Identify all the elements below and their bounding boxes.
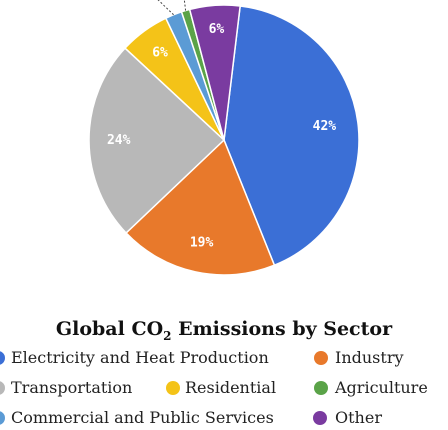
pie-slice-transportation (88, 47, 226, 235)
pie-label-other: 6% (209, 22, 225, 37)
pie-label-industry: 19% (190, 235, 214, 250)
legend-swatch (0, 351, 5, 365)
pie-leader-commercial (157, 0, 174, 16)
legend-swatch (0, 381, 5, 395)
pie-slice-electricity (223, 5, 360, 267)
legend-label: Transportation (11, 378, 133, 397)
legend-label: Residential (185, 378, 277, 397)
legend-swatch (166, 381, 180, 395)
pie-slice-industry (125, 138, 276, 276)
legend-swatch (314, 381, 328, 395)
pie-label-electricity: 42% (313, 119, 337, 134)
legend-label: Electricity and Heat Production (11, 348, 269, 367)
pie-label-transportation: 24% (107, 133, 131, 148)
legend-swatch (313, 411, 327, 425)
legend-label: Other (335, 408, 382, 427)
pie-chart-svg: 42%19%24%6%2%1%6% (88, 0, 360, 276)
legend-label: Commercial and Public Services (11, 408, 274, 427)
legend-swatch (314, 351, 328, 365)
pie-label-residential: 6% (152, 45, 168, 60)
legend-swatch (0, 411, 5, 425)
pie-leader-agriculture (183, 0, 187, 11)
legend-label: Industry (335, 348, 404, 367)
pie-slice-other (188, 4, 241, 141)
pie-chart: 42%19%24%6%2%1%6% (88, 0, 360, 276)
chart-title: Global CO2 Emissions by Sector (55, 318, 393, 343)
legend-label: Agriculture (335, 378, 428, 397)
